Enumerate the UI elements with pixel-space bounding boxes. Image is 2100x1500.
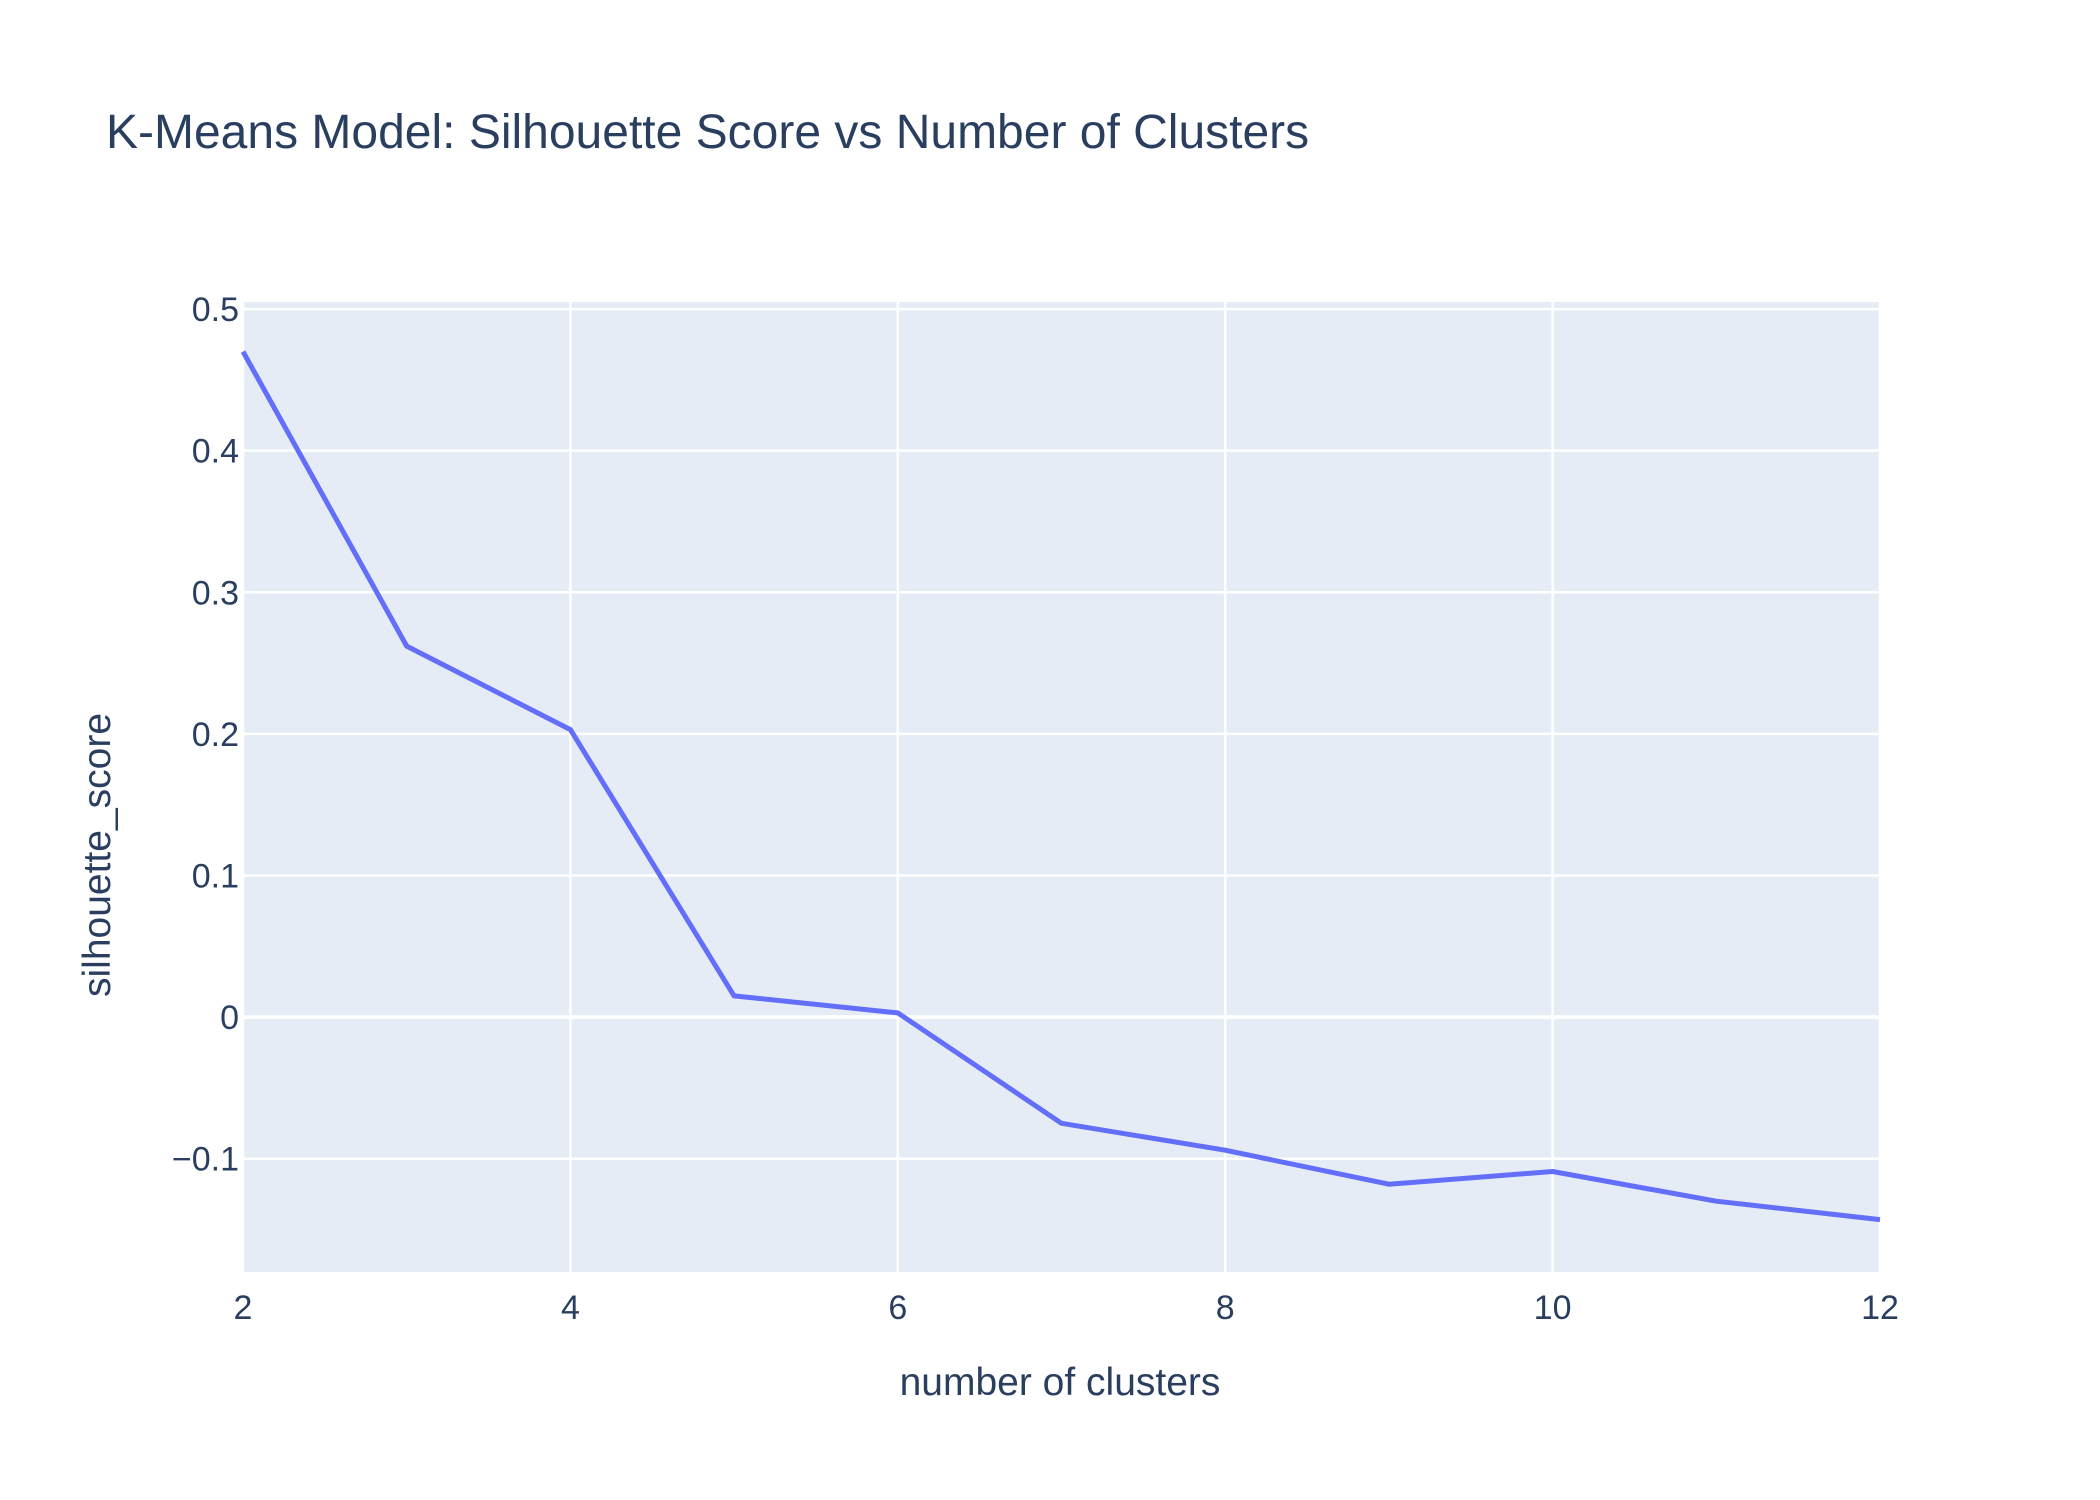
y-tick-label-4: 0.1	[192, 858, 239, 896]
x-tick-label-3: 8	[1216, 1289, 1235, 1327]
data-point-8	[1225, 1150, 1226, 1151]
x-tick-label-2: 6	[888, 1289, 907, 1327]
series-line-0	[240, 350, 1881, 1223]
grid-lines	[241, 302, 1882, 1272]
y-tick-label-1: 0.4	[192, 433, 239, 471]
data-point-5	[734, 995, 735, 996]
tick-labels: 2 4 6 8 10 12 0.5 0.4 0.3 0.2 0.1 0 −0.1	[172, 291, 1899, 1327]
chart-title: K-Means Model: Silhouette Score vs Numbe…	[106, 106, 1309, 159]
data-point-2	[243, 351, 244, 352]
x-tick-label-0: 2	[234, 1289, 253, 1327]
x-axis-title: number of clusters	[900, 1361, 1221, 1404]
data-point-3	[406, 646, 407, 647]
data-point-12	[1880, 1219, 1881, 1220]
data-point-4	[570, 729, 571, 730]
data-point-7	[1061, 1123, 1062, 1124]
y-tick-label-3: 0.2	[192, 716, 239, 754]
plot-area	[243, 302, 1880, 1272]
data-point-9	[1388, 1184, 1389, 1185]
data-point-10	[1552, 1171, 1553, 1172]
data-point-11	[1716, 1201, 1717, 1202]
y-tick-label-2: 0.3	[192, 574, 239, 612]
x-tick-label-4: 10	[1534, 1289, 1572, 1327]
y-tick-label-0: 0.5	[192, 291, 239, 329]
data-point-6	[897, 1012, 898, 1013]
x-tick-label-1: 4	[561, 1289, 580, 1327]
y-tick-label-6: −0.1	[172, 1141, 239, 1179]
y-tick-label-5: 0	[220, 999, 239, 1037]
series-layer	[240, 350, 1881, 1223]
y-axis-title: silhouette_score	[76, 713, 119, 997]
x-tick-label-5: 12	[1861, 1289, 1899, 1327]
